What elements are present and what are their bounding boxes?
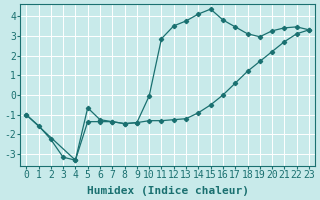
- X-axis label: Humidex (Indice chaleur): Humidex (Indice chaleur): [87, 186, 249, 196]
